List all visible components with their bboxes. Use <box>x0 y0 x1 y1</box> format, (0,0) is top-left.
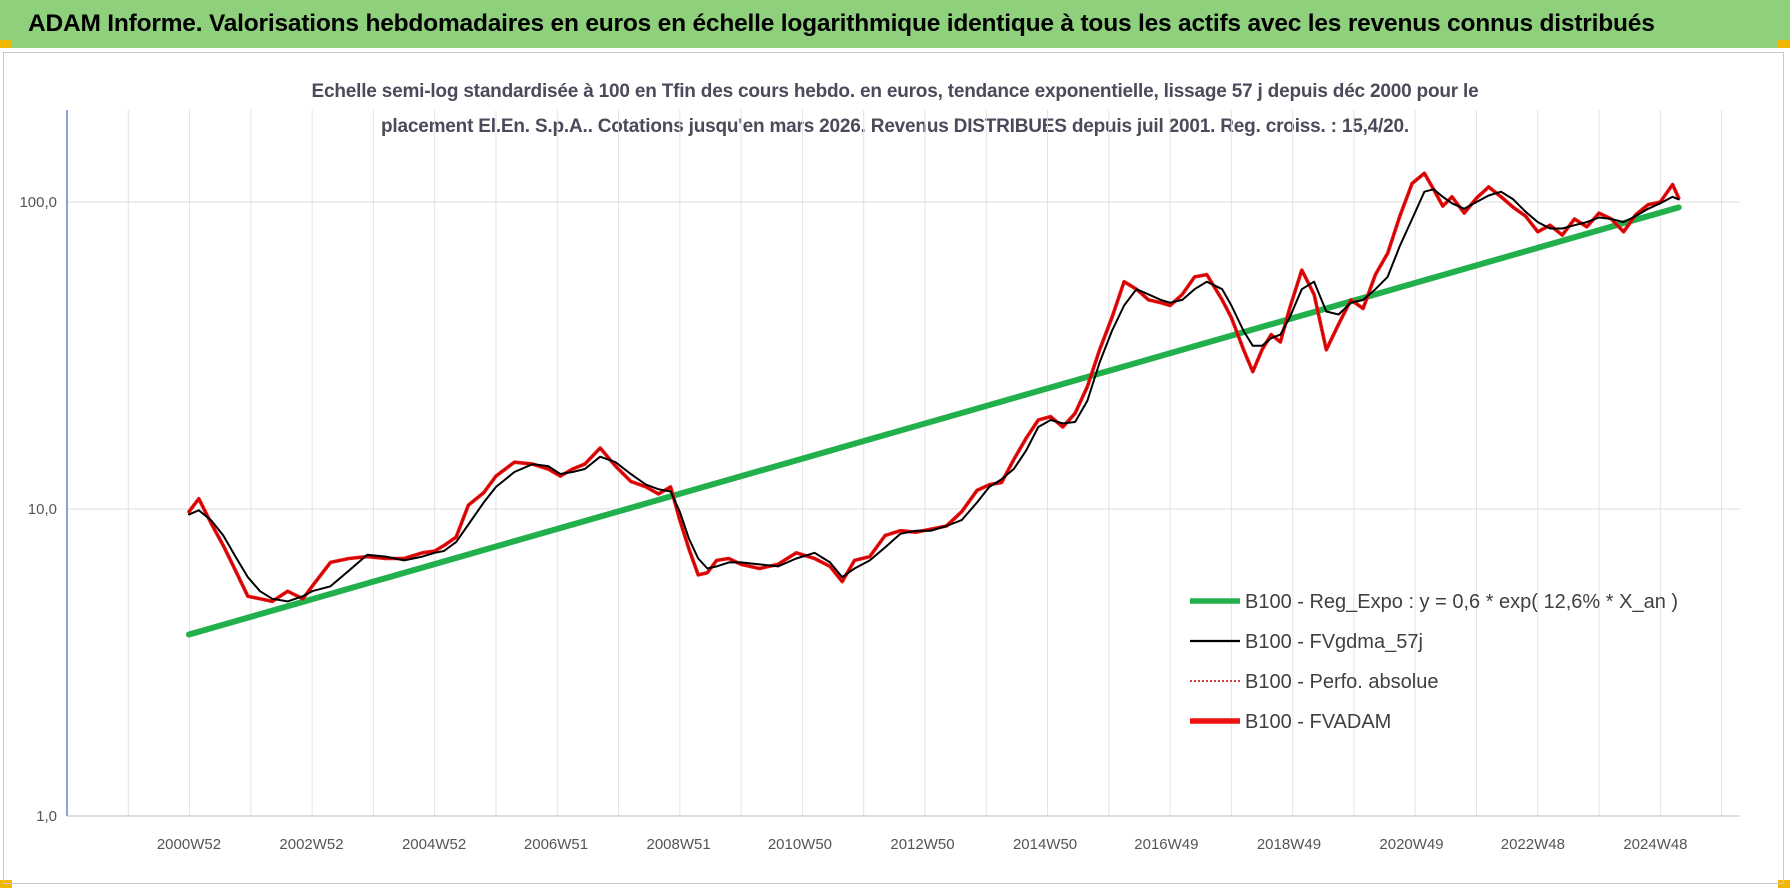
x-tick-label: 2010W50 <box>768 836 832 853</box>
legend-label-fvadam: B100 - FVADAM <box>1245 711 1391 733</box>
corner-marker-right <box>1778 40 1790 48</box>
y-tick-label: 1,0 <box>36 808 57 825</box>
y-tick-label: 10,0 <box>28 501 57 518</box>
x-tick-label: 2024W48 <box>1623 836 1687 853</box>
corner-marker-bottom-left <box>0 880 12 888</box>
x-tick-label: 2004W52 <box>402 836 466 853</box>
chart-subtitle-line-1: Echelle semi-log standardisée à 100 en T… <box>311 81 1479 102</box>
legend-label-regression: B100 - Reg_Expo : y = 0,6 * exp( 12,6% *… <box>1245 591 1678 613</box>
report-header: ADAM Informe. Valorisations hebdomadaire… <box>0 0 1790 48</box>
x-tick-label: 2020W49 <box>1379 836 1443 853</box>
x-tick-label: 2016W49 <box>1134 836 1198 853</box>
chart-subtitle-line-2: placement El.En. S.p.A.. Cotations jusqu… <box>381 116 1409 137</box>
legend: B100 - Reg_Expo : y = 0,6 * exp( 12,6% *… <box>1190 591 1678 733</box>
x-tick-label: 2008W51 <box>646 836 710 853</box>
series-line-smoothed <box>188 188 1680 603</box>
chart-frame <box>3 52 1784 884</box>
legend-label-smoothed: B100 - FVgdma_57j <box>1245 631 1423 653</box>
x-tick-label: 2000W52 <box>157 836 221 853</box>
x-tick-label: 2002W52 <box>279 836 343 853</box>
x-tick-label: 2022W48 <box>1501 836 1565 853</box>
y-tick-label: 100,0 <box>19 194 57 211</box>
series-line-regression <box>186 204 1682 638</box>
series-lines <box>186 171 1682 638</box>
corner-marker-left <box>0 40 12 48</box>
chart-subtitle: Echelle semi-log standardisée à 100 en T… <box>180 74 1610 144</box>
axes: 1,0 10,0 100,0 2000W52 2002W52 2004W52 2006W51… <box>19 110 1740 853</box>
x-tick-label: 2006W51 <box>524 836 588 853</box>
series-line-fvadam <box>187 171 1681 604</box>
x-tick-label: 2018W49 <box>1257 836 1321 853</box>
gridlines <box>66 110 1740 817</box>
legend-label-absolute: B100 - Perfo. absolue <box>1245 671 1438 693</box>
x-tick-label: 2014W50 <box>1013 836 1077 853</box>
series-line-absolute <box>188 172 1680 603</box>
x-tick-label: 2012W50 <box>890 836 954 853</box>
report-title: ADAM Informe. Valorisations hebdomadaire… <box>28 10 1655 37</box>
corner-marker-bottom-right <box>1778 880 1790 888</box>
